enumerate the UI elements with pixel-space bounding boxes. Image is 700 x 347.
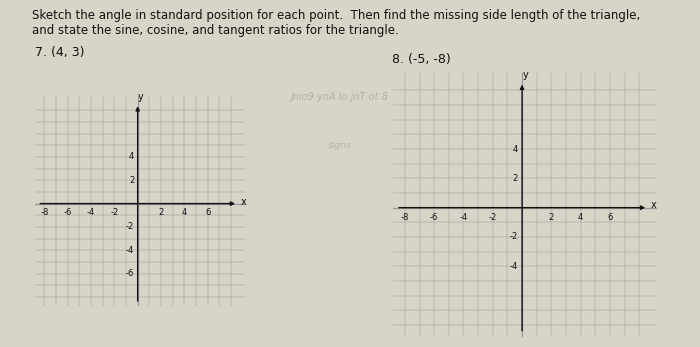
- Text: 2: 2: [129, 176, 134, 185]
- Text: -8: -8: [40, 208, 48, 217]
- Text: -6: -6: [126, 269, 134, 278]
- Text: slgns: slgns: [328, 141, 351, 150]
- Text: 6: 6: [608, 213, 612, 222]
- Text: -2: -2: [489, 213, 497, 222]
- Text: 2: 2: [512, 174, 518, 183]
- Text: -2: -2: [126, 222, 134, 231]
- Text: 7. (4, 3): 7. (4, 3): [35, 46, 85, 59]
- Text: 8. (-5, -8): 8. (-5, -8): [392, 53, 451, 66]
- Text: -2: -2: [110, 208, 118, 217]
- Text: 4: 4: [182, 208, 187, 217]
- Text: y: y: [138, 92, 144, 102]
- Text: Sketch the angle in standard position for each point.  Then find the missing sid: Sketch the angle in standard position fo…: [32, 9, 640, 37]
- Text: 2: 2: [549, 213, 554, 222]
- Text: -2: -2: [510, 232, 518, 242]
- Text: -4: -4: [459, 213, 468, 222]
- Text: 4: 4: [512, 145, 518, 154]
- Text: -4: -4: [510, 262, 518, 271]
- Text: x: x: [651, 201, 657, 211]
- Text: 4: 4: [578, 213, 583, 222]
- Text: -4: -4: [87, 208, 95, 217]
- Text: -4: -4: [126, 246, 134, 255]
- Text: -6: -6: [430, 213, 438, 222]
- Text: Jnio9 ynA lo jnT ot 8: Jnio9 ynA lo jnT ot 8: [290, 92, 389, 102]
- Text: y: y: [523, 70, 528, 80]
- Text: 6: 6: [205, 208, 211, 217]
- Text: x: x: [240, 197, 246, 207]
- Text: -8: -8: [400, 213, 409, 222]
- Text: 2: 2: [158, 208, 164, 217]
- Text: -6: -6: [64, 208, 72, 217]
- Text: 4: 4: [129, 152, 134, 161]
